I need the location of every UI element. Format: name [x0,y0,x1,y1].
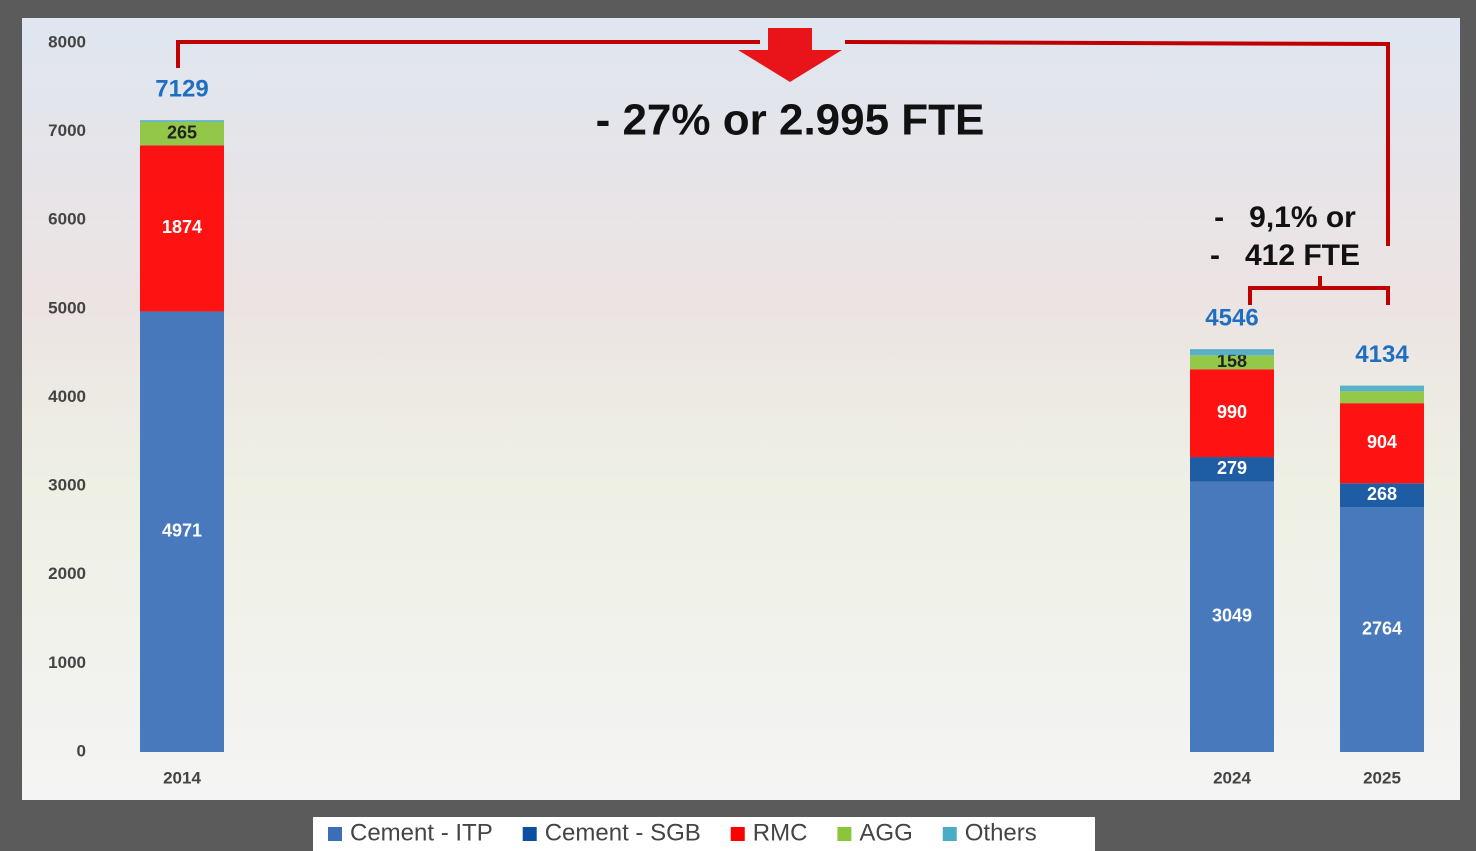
bar-segment [1190,355,1274,370]
legend-box [313,817,1095,851]
annotation: - 9,1% or [1214,201,1356,234]
annotation: - 27% or 2.995 FTE [596,96,985,145]
bar-segment [1190,349,1274,356]
bar-segment [140,145,224,312]
y-tick-label: 8000 [48,32,86,51]
data-label: 4971 [162,520,202,540]
data-label: 990 [1217,402,1247,422]
bar-segment [1340,507,1424,752]
legend-label: Cement - SGB [545,819,701,846]
annotation-brackets [176,28,1390,305]
data-label: 268 [1367,484,1397,504]
x-tick-label: 2014 [163,768,201,787]
bar-segment [1340,391,1424,404]
legend-swatch [730,827,745,841]
y-tick-label: 6000 [48,210,86,229]
total-label: 4546 [1205,304,1258,331]
data-label: 2764 [1362,618,1402,638]
bar-segment [140,120,224,122]
legend-swatch [328,827,342,841]
y-tick-label: 5000 [48,298,86,317]
y-tick-label: 1000 [48,653,86,672]
bar-segment [1340,385,1424,392]
x-tick-label: 2025 [1363,768,1401,787]
bar-segment [140,121,224,146]
bracket [176,40,760,68]
bar-segment [1340,483,1424,508]
x-tick-label: 2024 [1213,768,1251,787]
y-tick-label: 3000 [48,476,86,495]
bar-segment [1190,369,1274,458]
data-label: 1874 [162,217,202,237]
y-tick-label: 0 [77,741,86,760]
legend-swatch [942,827,957,841]
total-label: 7129 [155,76,208,103]
data-label: 904 [1367,432,1397,452]
data-label: 3049 [1212,606,1252,626]
legend-label: AGG [859,819,912,846]
legend-swatch [837,827,852,841]
legend-label: Others [965,819,1037,846]
legend-label: Cement - ITP [350,819,493,846]
data-label: 265 [167,122,197,142]
bracket [844,40,1390,246]
bar-segment [1190,481,1274,752]
total-label: 4134 [1355,341,1409,368]
data-label: 158 [1217,351,1247,371]
bar-segment [140,311,224,752]
bar-segment [1190,457,1274,482]
legend-label: RMC [753,819,808,846]
down-arrow [738,28,842,82]
legend-swatch [522,827,537,841]
data-label: 279 [1217,458,1247,478]
y-tick-label: 7000 [48,121,86,140]
annotation: - 412 FTE [1210,239,1360,272]
y-tick-label: 4000 [48,387,86,406]
bar-segment [1340,403,1424,484]
y-tick-label: 2000 [48,564,86,583]
